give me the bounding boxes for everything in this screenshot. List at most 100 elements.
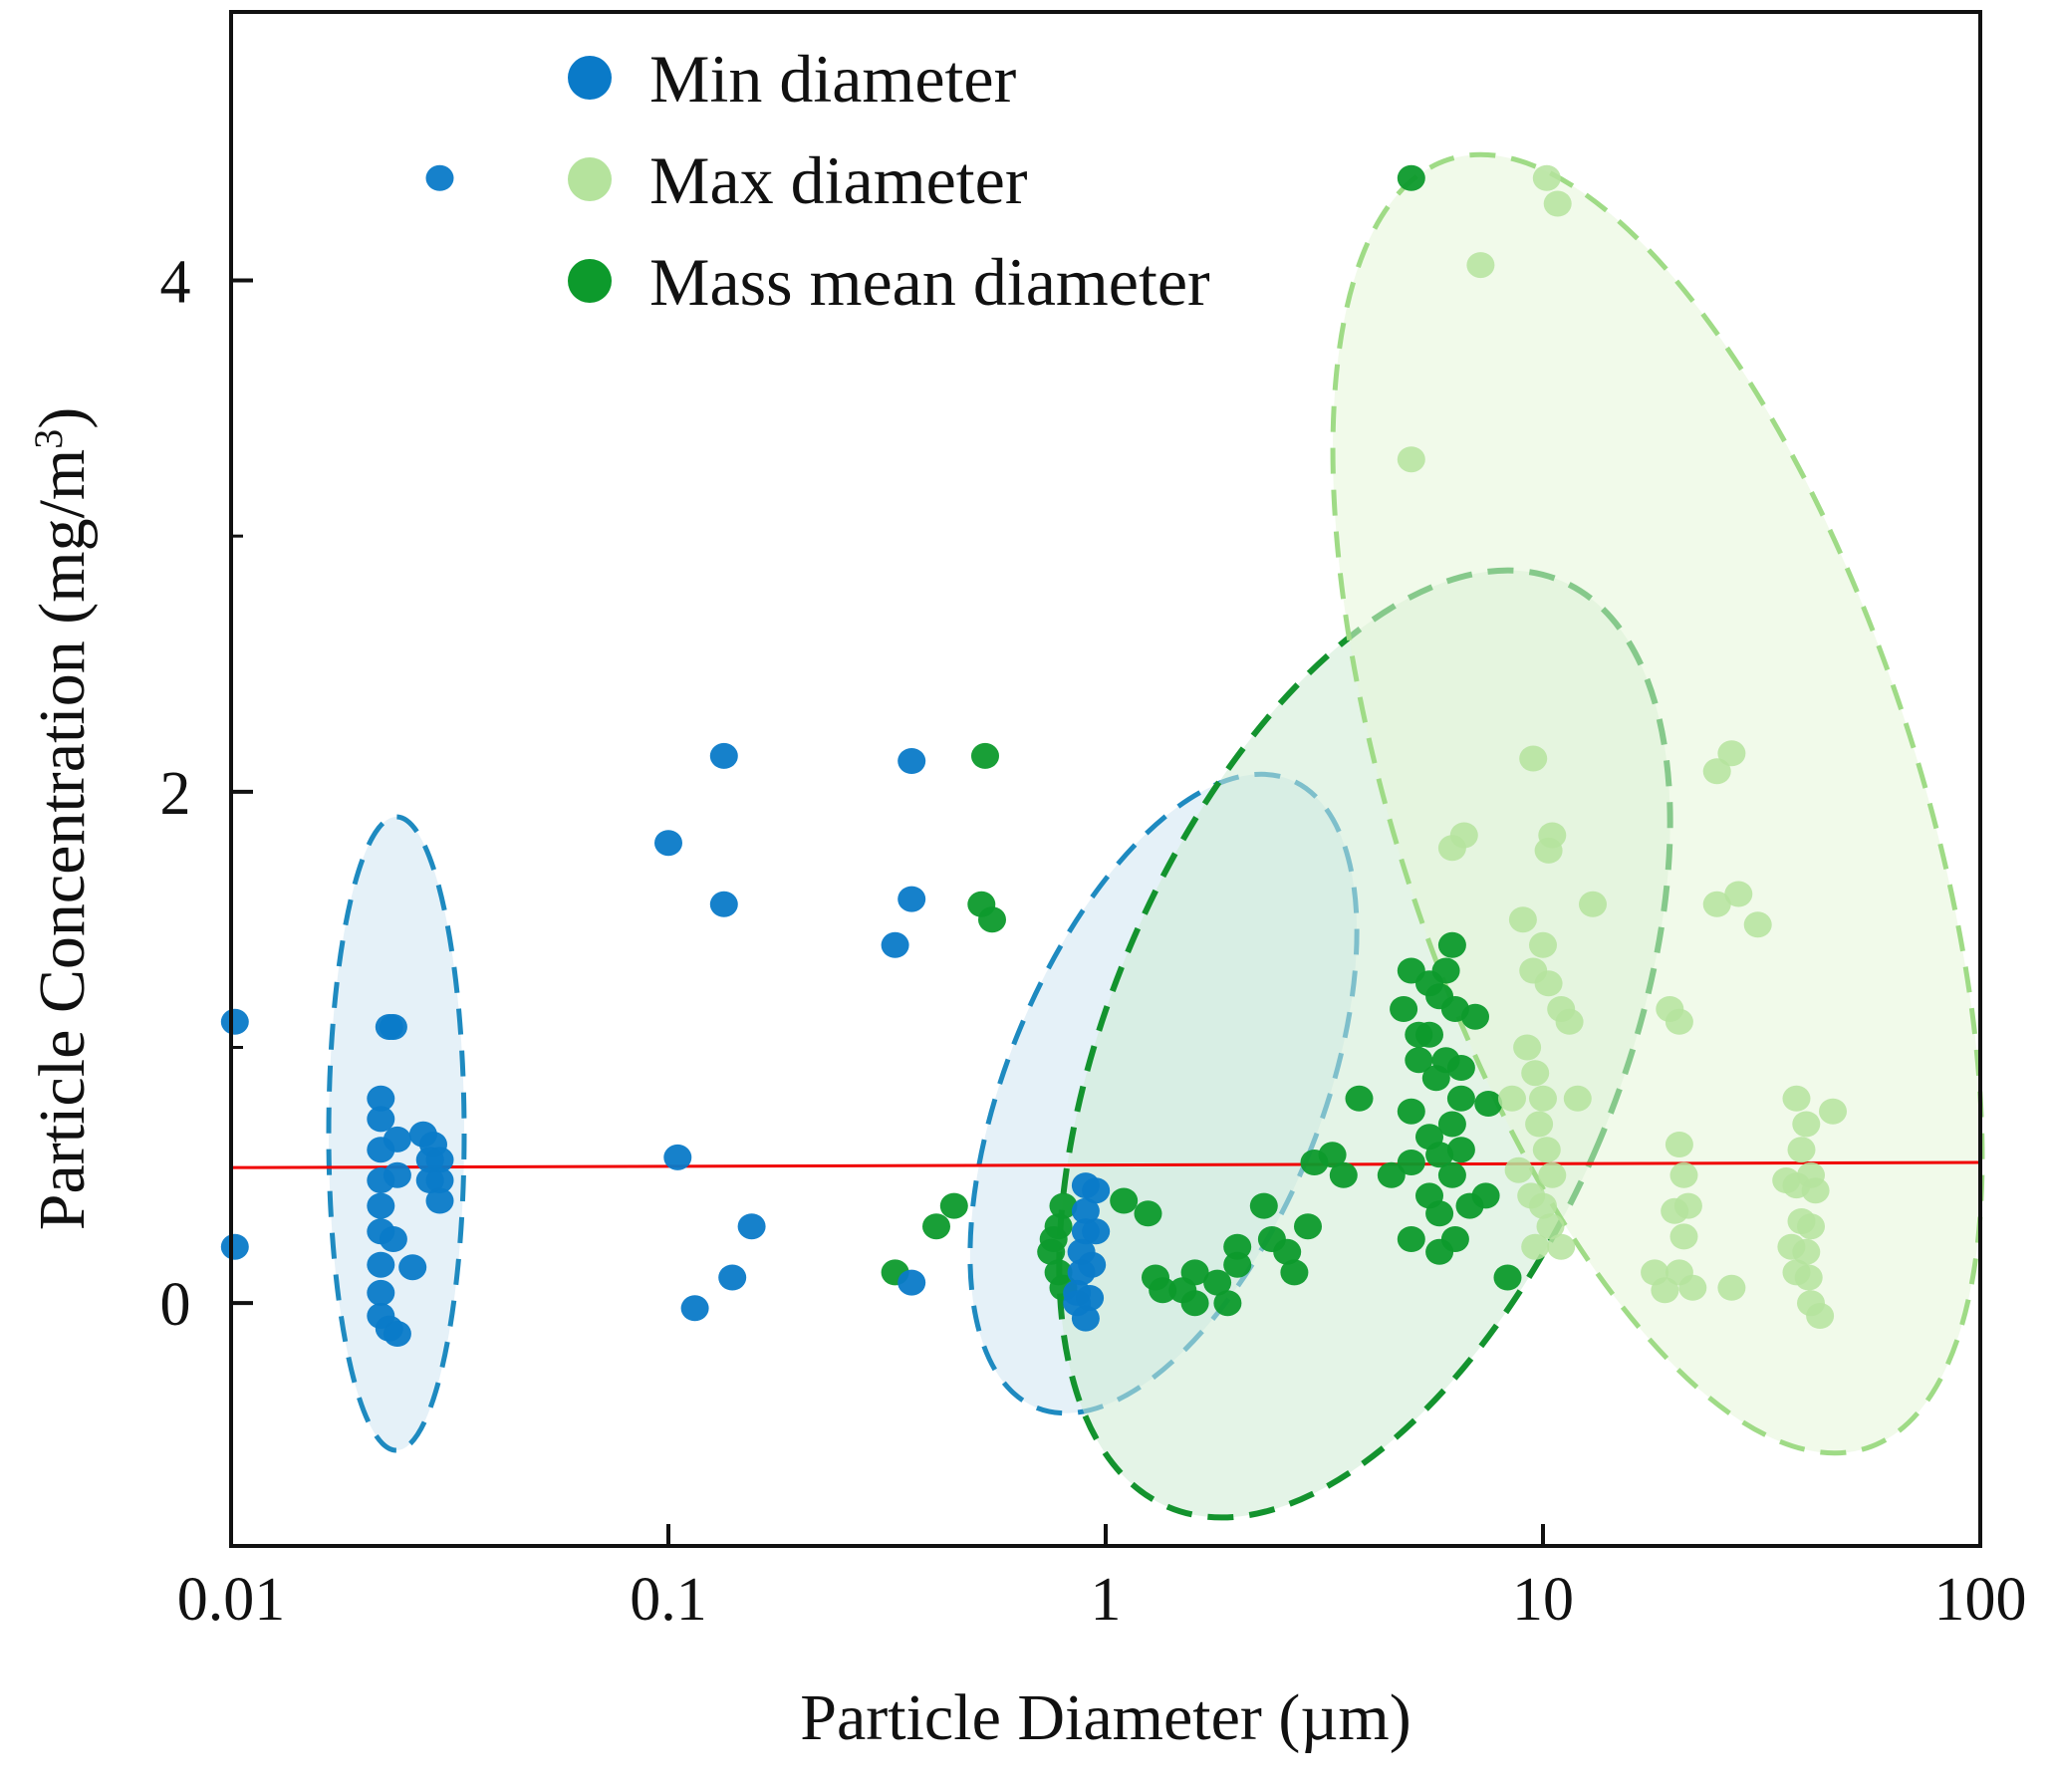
point-mass (1425, 1200, 1454, 1227)
point-max (1651, 1277, 1679, 1304)
point-mass (1397, 1150, 1425, 1175)
point-max (1787, 1137, 1816, 1163)
legend: Min diameter Max diameter Mass mean diam… (568, 41, 1210, 320)
point-mass (1110, 1187, 1139, 1214)
point-mass (1437, 1161, 1466, 1188)
point-mass (1390, 996, 1418, 1022)
point-min (367, 1192, 395, 1219)
point-mass (1405, 1021, 1433, 1048)
point-mass (1280, 1259, 1309, 1286)
point-min (425, 1187, 454, 1214)
point-mass (1421, 1065, 1450, 1092)
point-min (425, 164, 454, 191)
point-min (220, 1233, 249, 1260)
point-mass (1318, 1142, 1347, 1168)
point-mass (1425, 1238, 1454, 1265)
point-mass (1425, 1142, 1454, 1168)
y-axis-title-superscript: 3 (26, 429, 71, 449)
point-max (1673, 1192, 1702, 1219)
point-min (897, 748, 926, 774)
point-max (1519, 745, 1548, 772)
point-max (1529, 1085, 1557, 1112)
point-max (1543, 190, 1572, 217)
point-max (1532, 1137, 1561, 1163)
x-tick-label: 10 (1512, 1566, 1574, 1634)
point-min (415, 1167, 444, 1193)
series-min (220, 164, 1111, 1347)
point-max (1529, 931, 1557, 958)
cluster-ellipse-max (1330, 151, 1985, 1456)
x-tick-label: 1 (1091, 1566, 1122, 1634)
point-mass (1203, 1269, 1232, 1296)
point-max (1724, 881, 1753, 907)
point-max (1782, 1085, 1811, 1112)
point-max (1525, 1111, 1554, 1138)
point-min (383, 1126, 411, 1152)
point-max (1702, 758, 1731, 785)
series-mass (881, 164, 1522, 1317)
data-points (220, 164, 1847, 1347)
point-mass (1397, 1098, 1425, 1125)
point-mass (1437, 1111, 1466, 1138)
point-min (379, 1014, 407, 1040)
point-max (1508, 906, 1537, 933)
point-min (897, 1269, 926, 1296)
point-max (1792, 1111, 1821, 1138)
point-min (1082, 1218, 1111, 1245)
point-mass (1405, 1047, 1433, 1074)
point-max (1678, 1274, 1707, 1301)
point-max (1547, 1233, 1576, 1260)
point-min (881, 931, 909, 958)
point-mass (939, 1192, 968, 1219)
y-tick-label: 4 (160, 249, 191, 317)
point-mass (1437, 931, 1466, 958)
point-max (1782, 1259, 1811, 1286)
y-tick-label: 2 (160, 760, 191, 828)
point-min (680, 1295, 709, 1322)
point-mass (978, 906, 1006, 933)
point-min (367, 1251, 395, 1278)
series-max (1397, 164, 1847, 1329)
point-mass (971, 742, 999, 769)
point-max (1437, 835, 1466, 862)
point-mass (1446, 1085, 1475, 1112)
point-min (383, 1161, 411, 1188)
point-min (654, 830, 682, 857)
point-max (1669, 1223, 1698, 1250)
legend-marker-mass (568, 259, 612, 303)
point-max (1665, 1008, 1693, 1035)
point-max (1466, 252, 1495, 279)
point-mass (1397, 164, 1425, 191)
point-max (1532, 164, 1561, 191)
point-max (1534, 837, 1563, 864)
point-max (1534, 970, 1563, 997)
y-axis-title: Particle Concentration (mg/m3) (26, 407, 100, 1230)
point-mass (1461, 1003, 1489, 1030)
point-min (737, 1213, 766, 1240)
point-mass (1474, 1091, 1503, 1117)
x-tick-label: 0.01 (177, 1566, 286, 1634)
point-max (1665, 1132, 1693, 1157)
point-mass (1249, 1192, 1278, 1219)
point-mass (1294, 1213, 1322, 1240)
point-mass (1223, 1251, 1252, 1278)
point-max (1743, 911, 1772, 938)
point-mass (922, 1213, 950, 1240)
point-max (1801, 1177, 1830, 1204)
point-mass (1049, 1192, 1078, 1219)
point-min (1076, 1285, 1105, 1311)
point-min (718, 1264, 747, 1291)
axis-ticks: 0.01 0.1 1 10 100 0 2 4 (160, 249, 2027, 1635)
legend-marker-max (568, 157, 612, 201)
point-max (1772, 1167, 1801, 1193)
legend-label-max: Max diameter (649, 142, 1028, 218)
point-max (1397, 446, 1425, 473)
point-mass (1446, 1137, 1475, 1163)
point-max (1717, 740, 1746, 767)
point-max (1806, 1303, 1835, 1329)
point-max (1797, 1213, 1825, 1240)
x-axis-title: Particle Diameter (µm) (800, 1681, 1410, 1754)
point-max (1538, 1161, 1567, 1188)
point-min (383, 1321, 411, 1347)
point-min (709, 891, 738, 917)
